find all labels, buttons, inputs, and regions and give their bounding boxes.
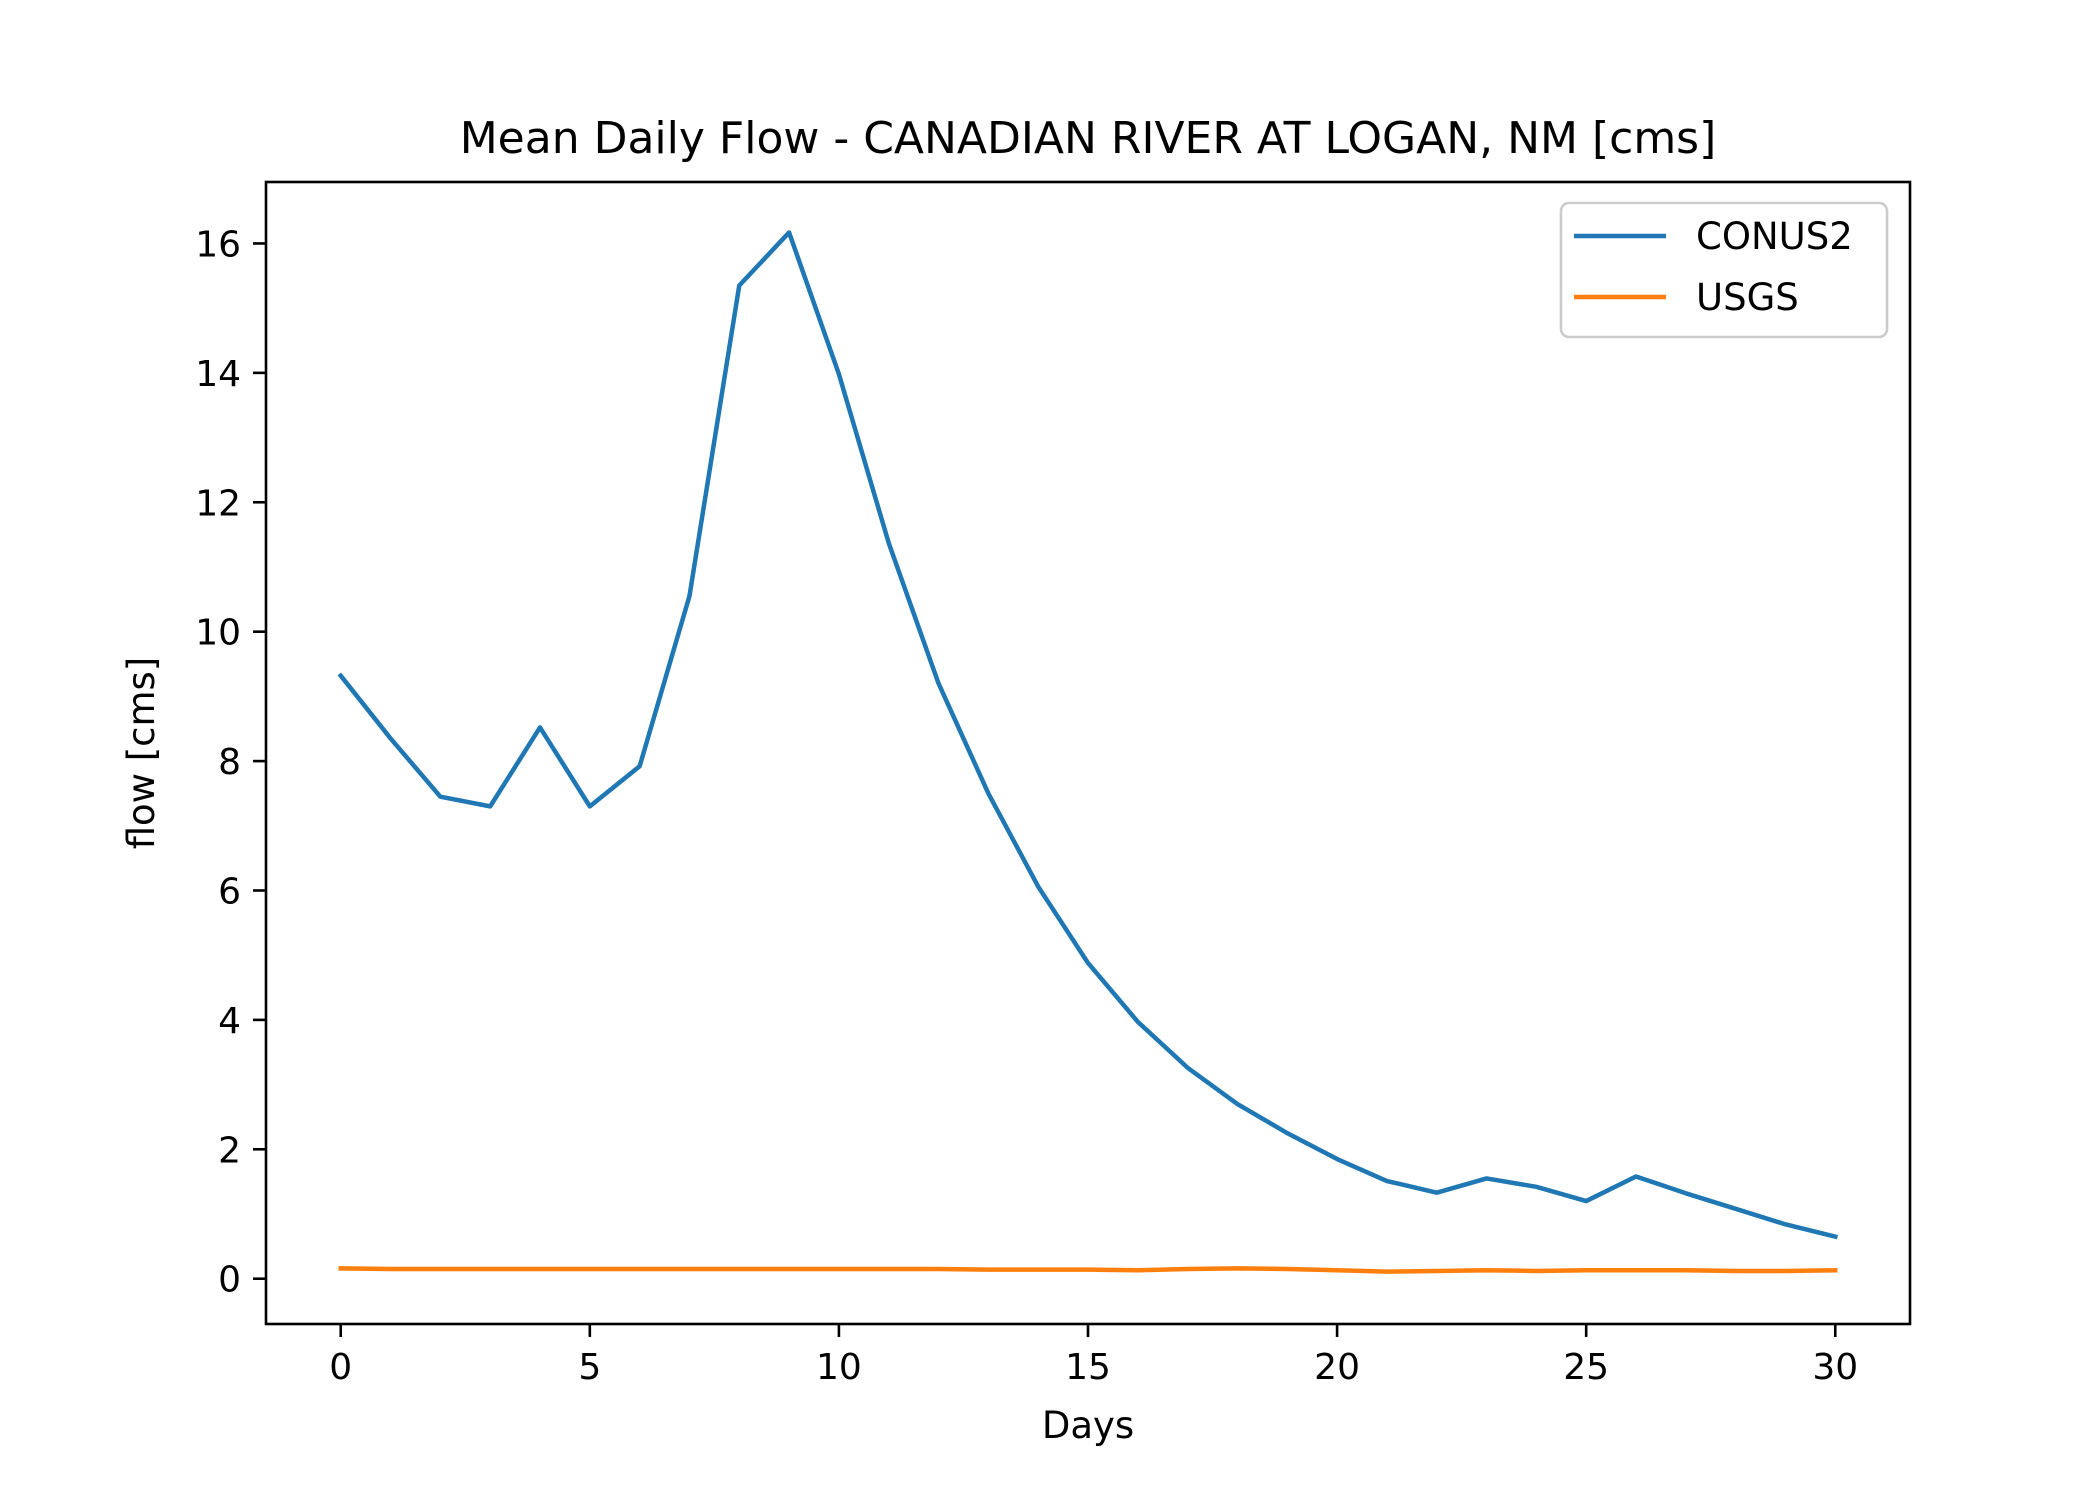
x-tick-label: 20: [1314, 1347, 1360, 1388]
x-tick-label: 25: [1563, 1347, 1609, 1388]
y-tick-label: 8: [218, 742, 241, 783]
y-tick-label: 10: [195, 613, 241, 654]
x-axis-label: Days: [1042, 1404, 1134, 1447]
y-tick-label: 4: [218, 1001, 241, 1042]
y-tick-label: 14: [195, 354, 241, 395]
legend: CONUS2 USGS: [1559, 201, 1889, 339]
series-line-conus2: [337, 230, 1838, 1240]
series-line-usgs: [338, 1266, 1838, 1274]
y-tick-label: 0: [218, 1260, 241, 1301]
y-tick-label: 2: [218, 1130, 241, 1171]
y-tick-label: 16: [195, 224, 241, 265]
x-tick-label: 10: [816, 1347, 862, 1388]
y-axis-label: flow [cms]: [120, 657, 163, 850]
x-tick-label: 0: [329, 1347, 352, 1388]
x-tick-label: 15: [1065, 1347, 1111, 1388]
x-tick-label: 5: [578, 1347, 601, 1388]
y-tick-label: 6: [218, 871, 241, 912]
x-axis-ticks: 0 5 10 15 20 25 30: [329, 1324, 1858, 1388]
legend-label-usgs: USGS: [1696, 276, 1799, 319]
y-tick-label: 12: [195, 483, 241, 524]
x-tick-label: 30: [1812, 1347, 1858, 1388]
series-layer: [337, 230, 1838, 1274]
chart-title: Mean Daily Flow - CANADIAN RIVER AT LOGA…: [460, 113, 1717, 164]
y-axis-ticks: 0 2 4 6 8 10 12 14 16: [195, 224, 266, 1301]
legend-label-conus2: CONUS2: [1696, 215, 1853, 258]
